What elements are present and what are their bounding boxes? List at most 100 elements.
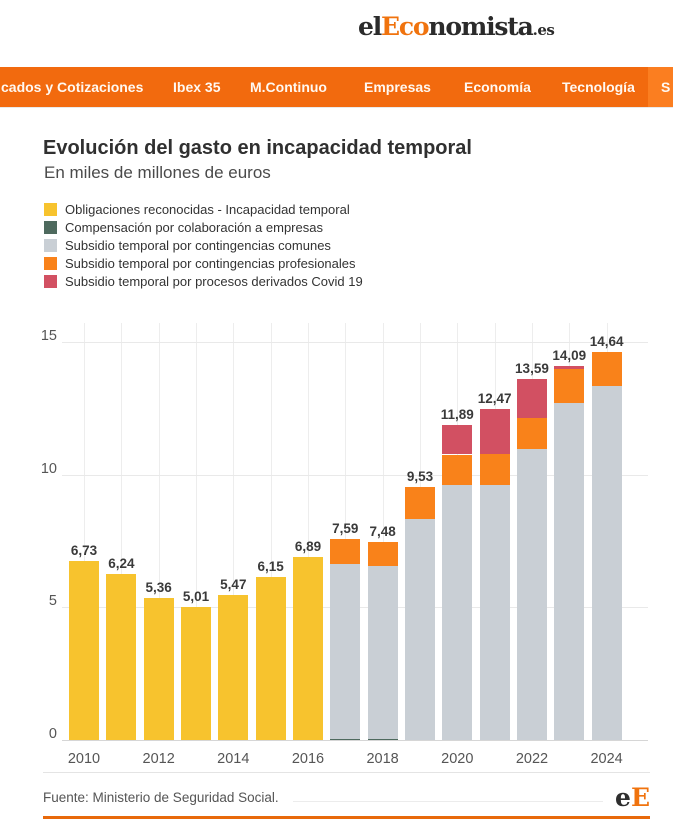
bar-segment bbox=[554, 368, 585, 404]
nav-item-empresas[interactable]: Empresas bbox=[364, 79, 431, 95]
vertical-gridline bbox=[158, 323, 160, 740]
main-nav: cados y Cotizaciones Ibex 35 M.Continuo … bbox=[0, 67, 673, 108]
nav-item-tecnologia[interactable]: Tecnología bbox=[562, 79, 635, 95]
bar-value-label: 14,64 bbox=[589, 333, 624, 349]
nav-item-mcontinuo[interactable]: M.Continuo bbox=[250, 79, 327, 95]
y-axis-tick-label: 15 bbox=[40, 328, 57, 344]
bar-segment bbox=[255, 576, 286, 740]
nav-highlight-block bbox=[648, 67, 673, 107]
legend-swatch bbox=[44, 257, 57, 270]
bar-segment bbox=[69, 561, 99, 740]
bar-segment bbox=[218, 594, 249, 740]
legend-label: Compensación por colaboración a empresas bbox=[65, 220, 323, 235]
bar-value-label: 7,59 bbox=[332, 520, 359, 536]
vertical-gridline bbox=[84, 323, 85, 740]
bar-value-label: 9,53 bbox=[406, 469, 434, 485]
eleconomista-logo[interactable]: elEconomista.es bbox=[358, 12, 555, 41]
legend-item: Obligaciones reconocidas - Incapacidad t… bbox=[44, 201, 363, 218]
bar-segment bbox=[143, 597, 174, 740]
page-subtitle: En miles de millones de euros bbox=[44, 163, 271, 182]
bar-value-label: 5,47 bbox=[220, 576, 247, 592]
legend-item: Subsidio temporal por contingencias prof… bbox=[44, 255, 363, 272]
legend-label: Obligaciones reconocidas - Incapacidad t… bbox=[65, 202, 350, 217]
nav-item-economia[interactable]: Economía bbox=[464, 79, 531, 95]
vertical-gridline bbox=[382, 323, 384, 740]
x-axis-tick-label: 2012 bbox=[142, 751, 175, 767]
x-axis-tick-label: 2014 bbox=[217, 751, 250, 767]
bar-segment bbox=[516, 417, 547, 449]
x-axis-line bbox=[62, 740, 648, 741]
bar-value-label: 5,36 bbox=[145, 579, 172, 595]
logo-prefix: el bbox=[358, 12, 382, 41]
bar-segment bbox=[330, 564, 361, 740]
bar-segment bbox=[479, 453, 510, 485]
y-axis-tick-label: 5 bbox=[48, 593, 57, 610]
footer-orange-rule bbox=[43, 816, 650, 819]
bar-segment bbox=[479, 484, 510, 740]
bar-segment bbox=[442, 424, 473, 455]
bar-segment bbox=[106, 574, 137, 740]
logo-suffix: nomista bbox=[428, 12, 533, 41]
legend-swatch bbox=[44, 203, 57, 216]
nav-item-mercados-y-cotizaciones[interactable]: cados y Cotizaciones bbox=[1, 79, 144, 95]
logo-tld: .es bbox=[532, 21, 555, 39]
logo-accent: Eco bbox=[381, 12, 430, 41]
bar-value-label: 6,24 bbox=[108, 556, 135, 572]
bar-value-label: 6,89 bbox=[294, 539, 322, 555]
source-note: Fuente: Ministerio de Seguridad Social. bbox=[43, 790, 279, 805]
nav-item-ibex-35[interactable]: Ibex 35 bbox=[173, 79, 221, 95]
x-axis-tick-label: 2010 bbox=[67, 751, 101, 767]
bar-segment bbox=[591, 386, 622, 740]
bar-value-label: 12,47 bbox=[477, 391, 512, 407]
legend-label: Subsidio temporal por contingencias comu… bbox=[65, 238, 331, 253]
bar-segment bbox=[404, 487, 435, 519]
legend-swatch bbox=[44, 239, 57, 252]
nav-item-truncated[interactable]: S bbox=[661, 79, 671, 95]
stacked-bar-chart: 0 5 10 15 6,73 2010 6,24 5,36 2012 5,01 5,47 2014 6,… bbox=[0, 315, 673, 785]
legend-label: Subsidio temporal por contingencias prof… bbox=[65, 256, 356, 271]
x-axis-tick-label: 2018 bbox=[366, 751, 399, 767]
page-title: Evolución del gasto en incapacidad tempo… bbox=[43, 137, 472, 159]
bar-segment bbox=[516, 379, 547, 418]
footer-hairline bbox=[292, 801, 604, 802]
legend-item: Subsidio temporal por procesos derivados… bbox=[44, 273, 363, 290]
bar-segment bbox=[292, 557, 323, 740]
bar-value-label: 6,73 bbox=[70, 543, 98, 559]
chart-legend: Obligaciones reconocidas - Incapacidad t… bbox=[44, 201, 363, 291]
bar-value-label: 5,01 bbox=[182, 589, 210, 605]
ee-mini-logo: eE bbox=[615, 783, 650, 812]
y-axis-tick-label: 10 bbox=[40, 460, 57, 477]
vertical-gridline bbox=[233, 323, 235, 740]
y-axis-tick-label: 0 bbox=[48, 726, 57, 742]
bar-value-label: 14,09 bbox=[552, 348, 587, 364]
legend-label: Subsidio temporal por procesos derivados… bbox=[65, 274, 363, 289]
bar-segment bbox=[367, 565, 398, 740]
bar-segment bbox=[404, 518, 435, 740]
legend-item: Subsidio temporal por contingencias comu… bbox=[44, 237, 363, 254]
bar-segment bbox=[442, 454, 473, 486]
x-axis-tick-label: 2022 bbox=[515, 751, 549, 767]
bar-segment bbox=[180, 607, 211, 740]
vertical-gridline bbox=[270, 323, 272, 740]
legend-swatch bbox=[44, 221, 57, 234]
vertical-gridline bbox=[121, 323, 123, 740]
horizontal-gridline bbox=[62, 342, 648, 343]
legend-item: Compensación por colaboración a empresas bbox=[44, 219, 363, 236]
x-axis-tick-label: 2020 bbox=[441, 751, 474, 767]
x-axis-tick-label: 2016 bbox=[291, 751, 325, 767]
bar-value-label: 13,59 bbox=[515, 361, 549, 377]
footer: Fuente: Ministerio de Seguridad Social. … bbox=[43, 772, 650, 810]
bar-value-label: 6,15 bbox=[257, 558, 284, 574]
x-axis-tick-label: 2024 bbox=[590, 751, 623, 767]
bar-segment bbox=[479, 409, 510, 454]
bar-segment bbox=[591, 351, 622, 387]
masthead: elEconomista.es bbox=[0, 0, 673, 67]
vertical-gridline bbox=[195, 323, 197, 740]
bar-value-label: 7,48 bbox=[369, 523, 396, 539]
bar-segment bbox=[442, 485, 473, 740]
bar-segment bbox=[516, 448, 547, 740]
bar-value-label: 11,89 bbox=[440, 406, 474, 422]
bar-segment bbox=[330, 538, 361, 565]
bar-segment bbox=[554, 403, 585, 740]
bar-segment bbox=[554, 366, 585, 369]
